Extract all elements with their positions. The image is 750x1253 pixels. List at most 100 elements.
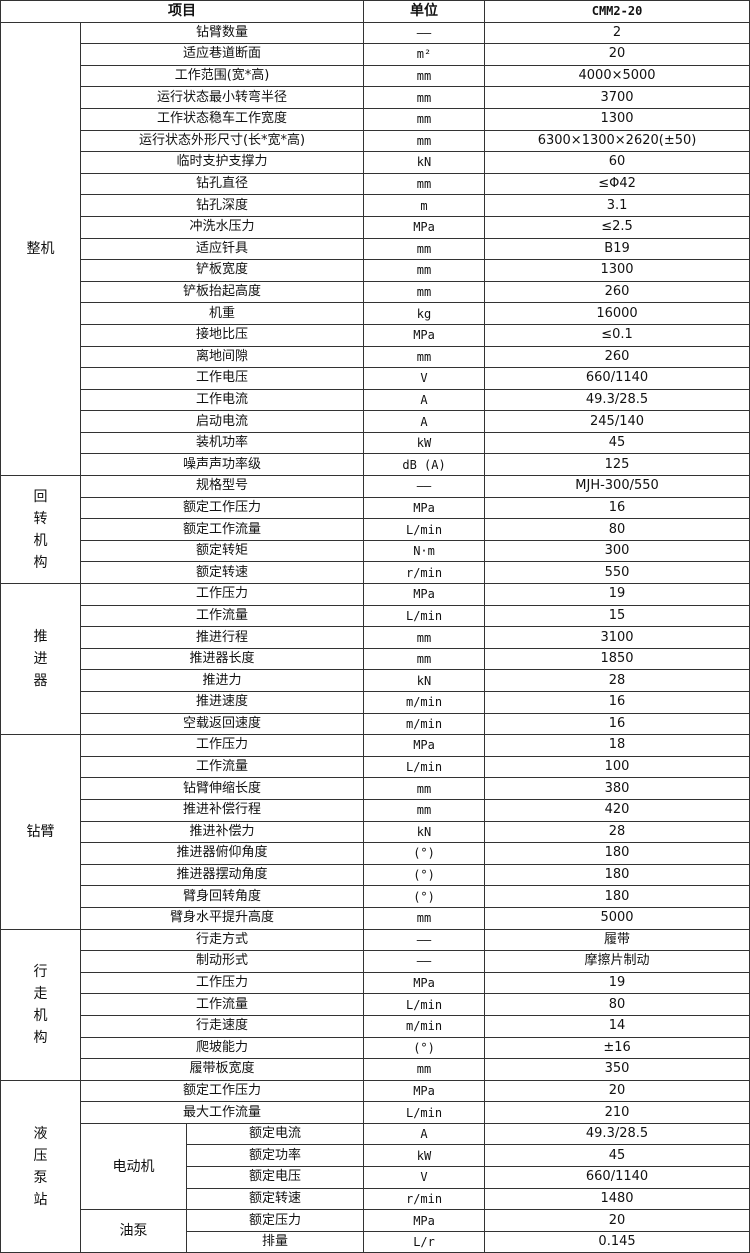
item-name: 钻孔直径 [79, 172, 365, 196]
item-name: 钻臂伸缩长度 [79, 777, 365, 800]
table-row: 冲洗水压力 MPa ≤2.5 [1, 215, 750, 239]
table-row: 推进力 kN 28 [1, 669, 750, 692]
group-label: 行走机构 [0, 928, 81, 1081]
item-value: 210 [484, 1101, 750, 1124]
table-row: 离地间隙 mm 260 [1, 345, 750, 369]
header-row: 项目 单位 CMM2-20 [0, 0, 750, 23]
item-name: 空载返回速度 [79, 712, 365, 736]
item-name: 运行状态外形尺寸(长*宽*高) [79, 129, 365, 153]
table-row: 臂身回转角度 (°) 180 [1, 885, 750, 908]
item-name: 推进器长度 [79, 647, 365, 671]
item-name: 冲洗水压力 [79, 215, 365, 239]
item-unit: kN [363, 669, 486, 692]
item-value: 1300 [484, 259, 750, 282]
item-value: 660/1140 [484, 367, 750, 390]
item-value: 260 [484, 280, 750, 304]
item-name: 工作压力 [79, 583, 365, 606]
subgroup-label: 电动机 [80, 1122, 187, 1211]
group-label: 钻臂 [0, 734, 81, 930]
item-unit: mm [363, 647, 486, 671]
item-name: 臂身回转角度 [79, 885, 365, 908]
item-name: 噪声声功率级 [79, 453, 365, 477]
item-unit: mm [363, 345, 486, 369]
item-value: 16 [484, 691, 750, 714]
item-unit: —— [363, 928, 486, 952]
item-name: 工作范围(宽*高) [79, 64, 365, 88]
table-row: 额定转速 r/min 1480 [1, 1187, 750, 1211]
item-name: 排量 [185, 1230, 365, 1253]
item-name: 额定功率 [185, 1144, 365, 1168]
item-unit: kW [363, 1144, 486, 1168]
table-row: 推进器摆动角度 (°) 180 [1, 863, 750, 887]
item-unit: A [363, 1122, 486, 1146]
item-name: 推进器俯仰角度 [79, 842, 365, 865]
item-value: 350 [484, 1058, 750, 1081]
item-unit: m/min [363, 712, 486, 736]
table-row: 推进补偿力 kN 28 [1, 820, 750, 844]
item-value: 20 [484, 1079, 750, 1103]
item-value: 660/1140 [484, 1166, 750, 1189]
table-row: 钻孔深度 m 3.1 [1, 194, 750, 217]
table-row: 额定转速 r/min 550 [1, 561, 750, 585]
item-unit: —— [363, 950, 486, 973]
item-name: 适应钎具 [79, 237, 365, 261]
group-label: 整机 [0, 21, 81, 477]
table-row: 工作电压 V 660/1140 [1, 367, 750, 390]
item-name: 额定工作流量 [79, 518, 365, 541]
item-unit: mm [363, 259, 486, 282]
table-row: 行走速度 m/min 14 [1, 1014, 750, 1038]
item-unit: mm [363, 86, 486, 109]
item-name: 额定电压 [185, 1166, 365, 1189]
table-row: 钻臂 工作压力 MPa 18 [0, 734, 750, 930]
item-name: 推进行程 [79, 626, 365, 649]
table-row: 电动机 额定电流 A 49.3/28.5 [1, 1122, 750, 1211]
item-value: 80 [484, 518, 750, 541]
table-row: 制动形式 —— 摩擦片制动 [1, 950, 750, 973]
table-row: 钻臂伸缩长度 mm 380 [1, 777, 750, 800]
table-row: 空载返回速度 m/min 16 [1, 712, 750, 736]
table-row: 额定转矩 N·m 300 [1, 539, 750, 563]
item-unit: mm [363, 172, 486, 196]
subgroup-label: 油泵 [80, 1209, 187, 1253]
item-value: ≤Φ42 [484, 172, 750, 196]
item-unit: V [363, 1166, 486, 1189]
item-unit: MPa [363, 496, 486, 520]
item-value: 300 [484, 539, 750, 563]
item-name: 额定转速 [185, 1187, 365, 1211]
group-label: 液压泵站 [0, 1079, 81, 1253]
item-name: 工作电流 [79, 388, 365, 412]
item-name: 装机功率 [79, 431, 365, 455]
item-unit: mm [363, 777, 486, 800]
item-value: 380 [484, 777, 750, 800]
item-value: 45 [484, 431, 750, 455]
item-unit: mm [363, 1058, 486, 1081]
item-unit: L/min [363, 518, 486, 541]
item-name: 推进力 [79, 669, 365, 692]
item-value: 100 [484, 755, 750, 779]
table-row: 额定工作压力 MPa 16 [1, 496, 750, 520]
table-row: 工作压力 MPa 19 [1, 971, 750, 995]
item-unit: kN [363, 820, 486, 844]
item-value: 16 [484, 496, 750, 520]
item-name: 履带板宽度 [79, 1058, 365, 1081]
item-name: 推进速度 [79, 691, 365, 714]
item-name: 工作压力 [79, 971, 365, 995]
item-unit: m/min [363, 1014, 486, 1038]
table-row: 机重 kg 16000 [1, 302, 750, 325]
table-row: 液压泵站 额定工作压力 MPa 20 [0, 1079, 750, 1253]
table-row: 推进器俯仰角度 (°) 180 [1, 842, 750, 865]
item-unit: L/min [363, 604, 486, 628]
item-unit: L/r [363, 1230, 486, 1253]
item-name: 推进器摆动角度 [79, 863, 365, 887]
item-value: 28 [484, 669, 750, 692]
item-unit: kW [363, 431, 486, 455]
item-unit: N·m [363, 539, 486, 563]
item-name: 规格型号 [79, 475, 365, 498]
item-value: 180 [484, 863, 750, 887]
table-row: 适应巷道断面 m² 20 [1, 43, 750, 66]
item-unit: MPa [363, 583, 486, 606]
item-unit: —— [363, 21, 486, 45]
item-value: ≤2.5 [484, 215, 750, 239]
item-value: 6300×1300×2620(±50) [484, 129, 750, 153]
